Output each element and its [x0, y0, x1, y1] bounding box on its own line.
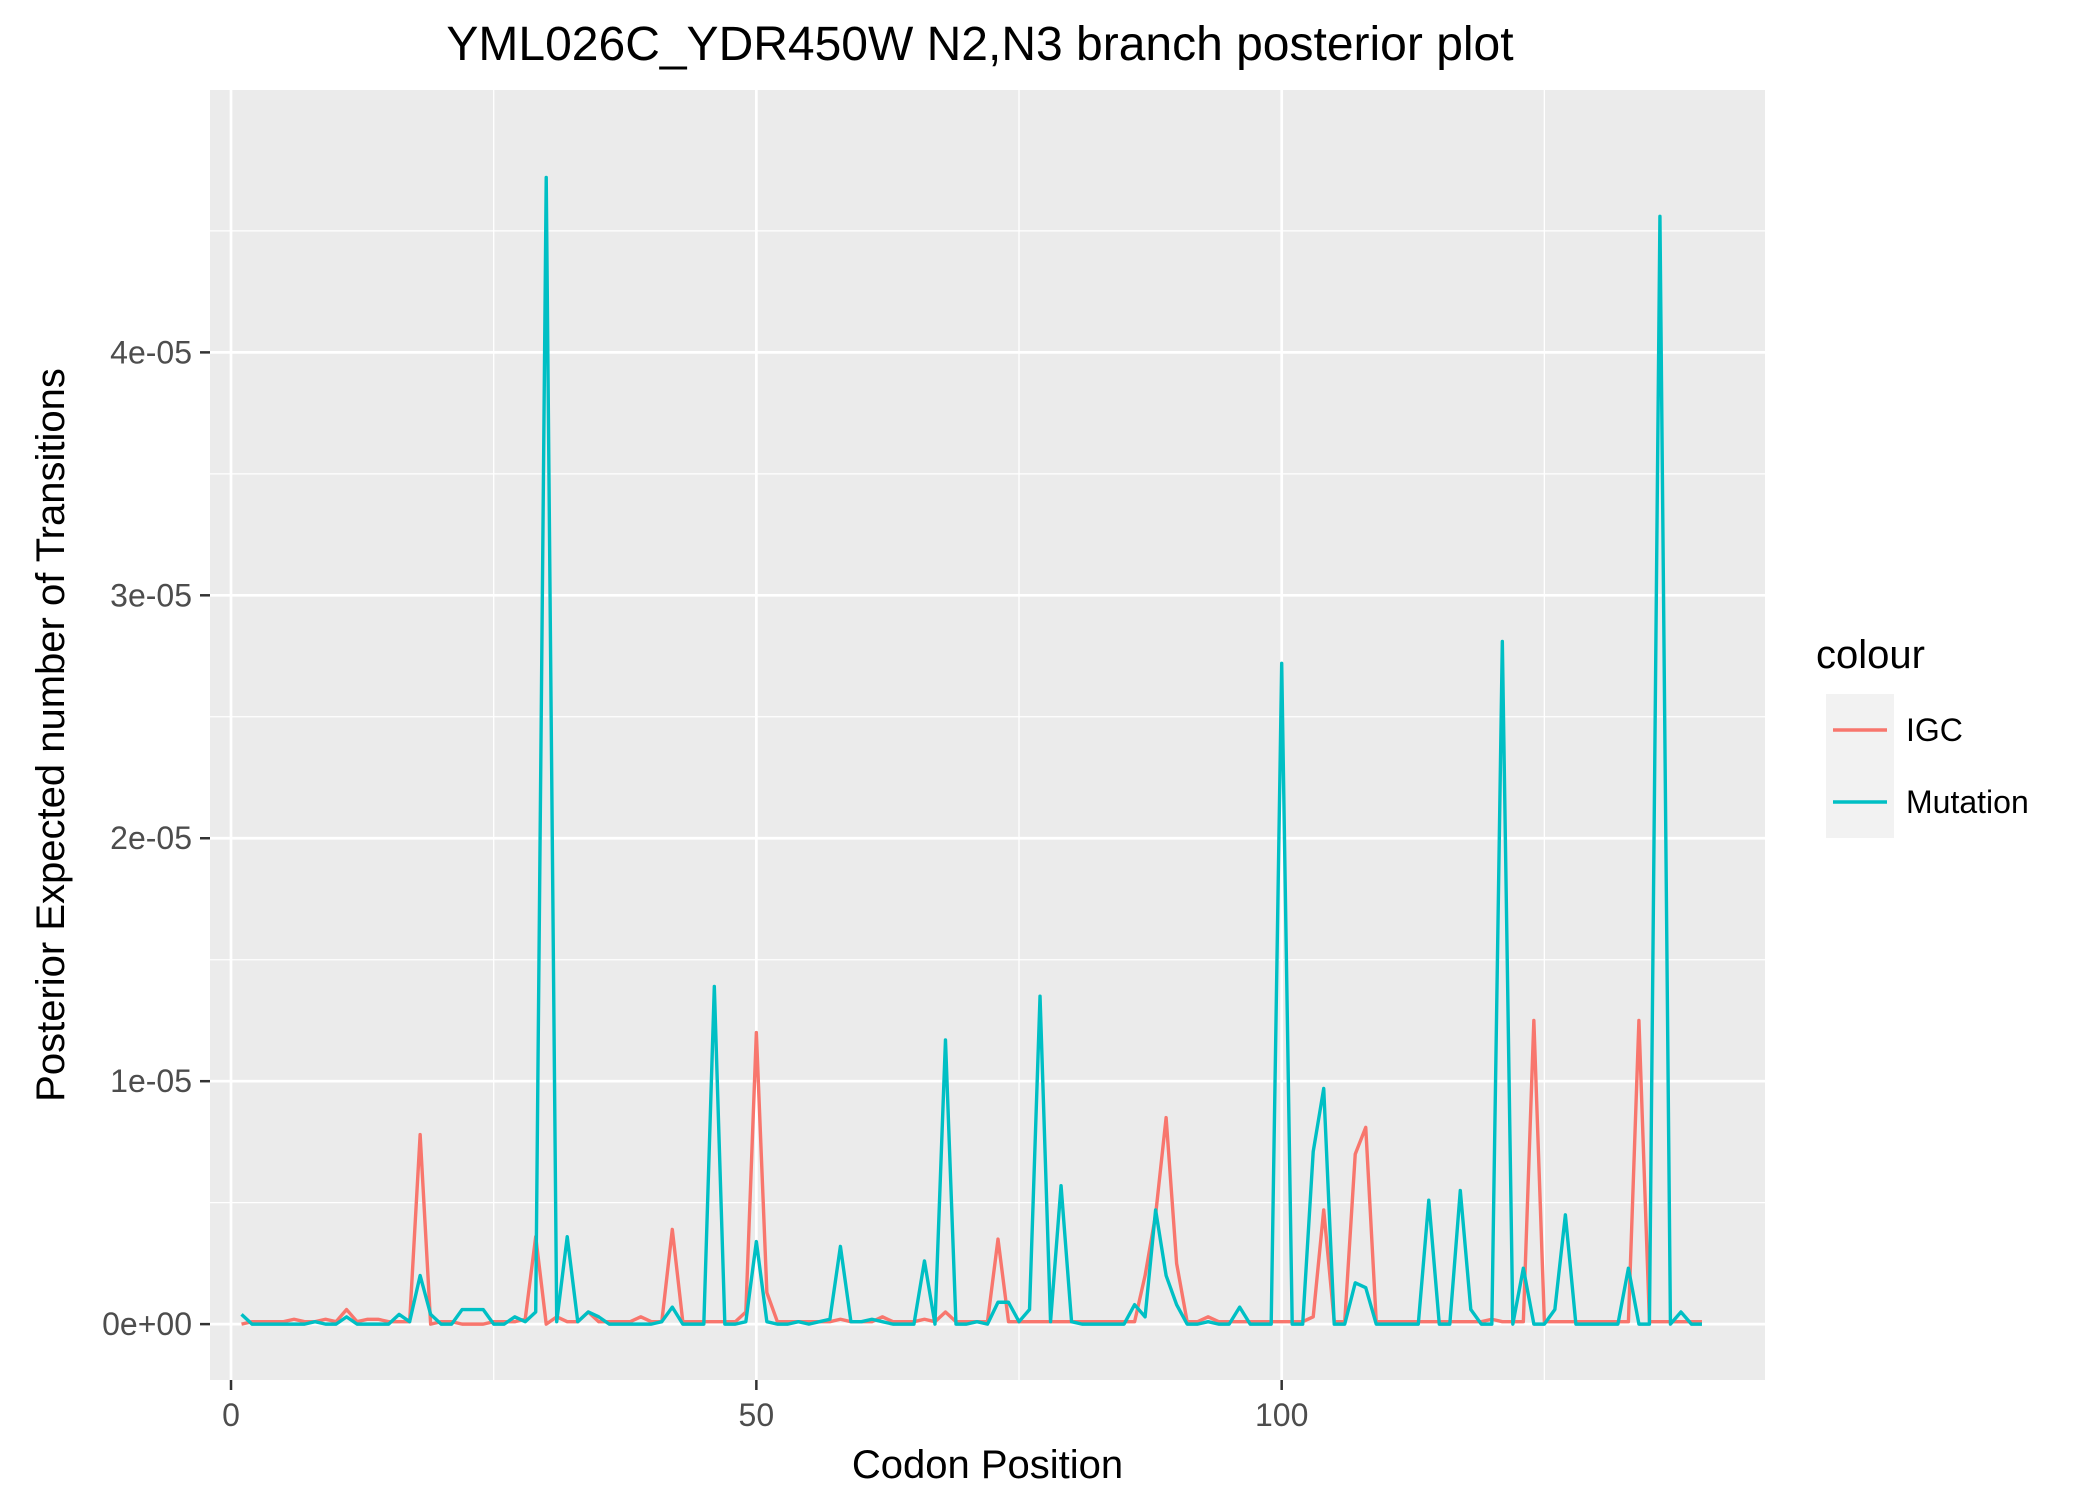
legend-label-mutation: Mutation [1906, 784, 2029, 820]
x-axis: 0 50 100 [222, 1380, 1308, 1433]
x-tick-label: 0 [222, 1397, 240, 1433]
plot-panel [210, 90, 1765, 1380]
y-tick-label: 2e-05 [110, 820, 192, 856]
x-tick-label: 100 [1255, 1397, 1308, 1433]
x-axis-title: Codon Position [852, 1443, 1123, 1487]
y-tick-label: 3e-05 [110, 577, 192, 613]
chart-title: YML026C_YDR450W N2,N3 branch posterior p… [446, 18, 1513, 71]
legend: colour IGC Mutation [1816, 633, 2029, 838]
series-line-mutation [240, 175, 1702, 1326]
x-tick-label: 50 [739, 1397, 775, 1433]
legend-label-igc: IGC [1906, 712, 1963, 748]
series-layer [240, 175, 1702, 1326]
grid-minor [210, 90, 1765, 1380]
y-axis: 0e+00 1e-05 2e-05 3e-05 4e-05 [102, 334, 210, 1342]
legend-title: colour [1816, 633, 1925, 677]
y-tick-label: 4e-05 [110, 334, 192, 370]
legend-items: IGC Mutation [1826, 694, 2029, 838]
y-tick-label: 1e-05 [110, 1063, 192, 1099]
y-tick-label: 0e+00 [102, 1306, 192, 1342]
y-axis-title: Posterior Expected number of Transitions [29, 368, 73, 1102]
